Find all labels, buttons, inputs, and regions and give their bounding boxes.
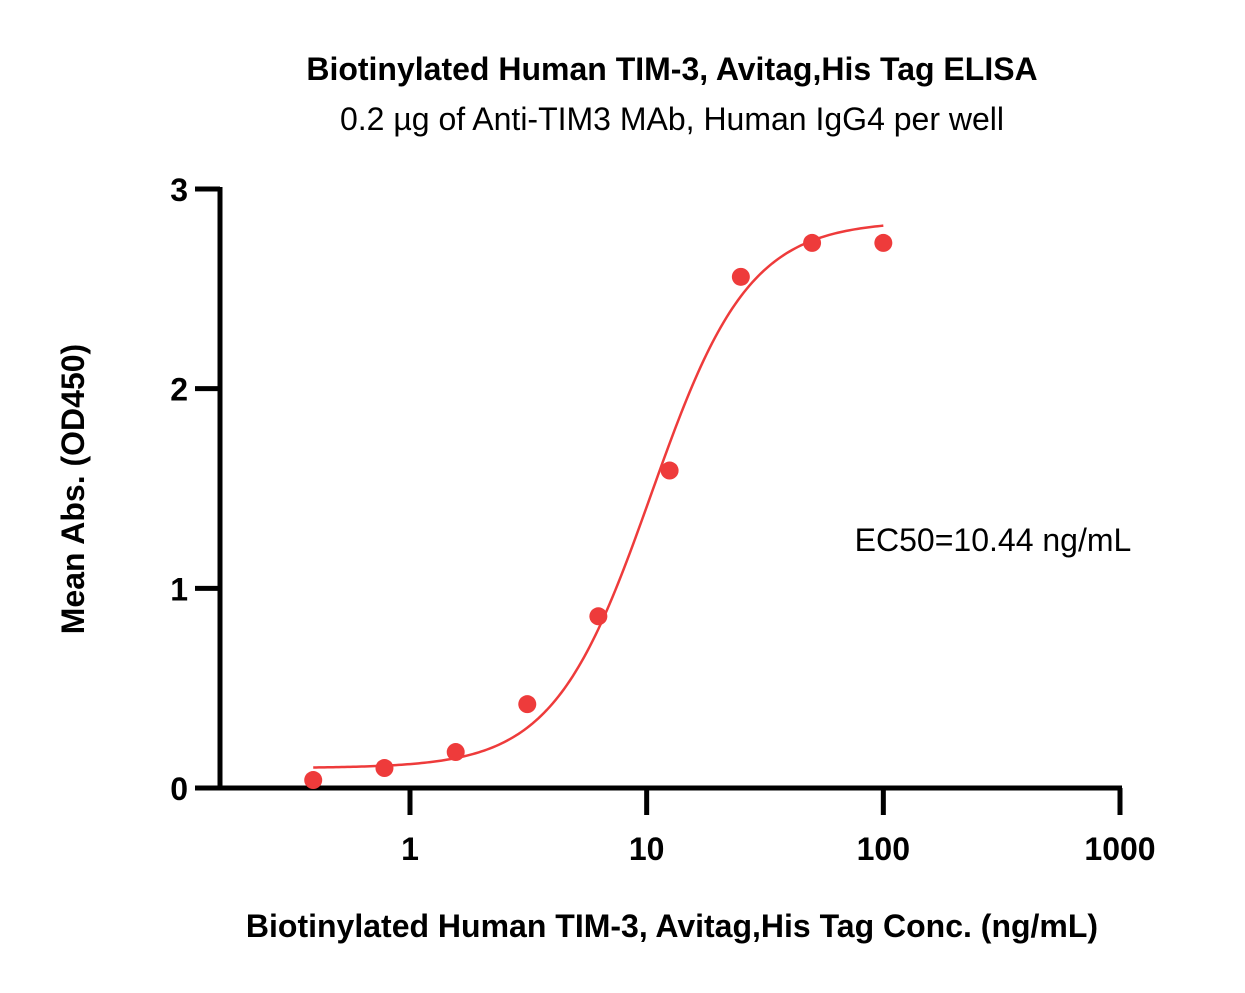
data-point bbox=[874, 233, 893, 252]
fit-layer bbox=[313, 224, 884, 769]
x-tick-label: 1000 bbox=[1084, 831, 1155, 867]
axes: 0 1 2 3 1 10 100 1000 bbox=[170, 172, 1155, 867]
chart-title: Biotinylated Human TIM-3, Avitag,His Tag… bbox=[306, 51, 1037, 87]
y-tick-label: 3 bbox=[170, 172, 188, 208]
x-tick-label: 10 bbox=[629, 831, 665, 867]
x-tick-label: 100 bbox=[857, 831, 910, 867]
x-axis-label: Biotinylated Human TIM-3, Avitag,His Tag… bbox=[246, 908, 1098, 944]
points-layer bbox=[304, 233, 893, 790]
y-tick-label: 2 bbox=[170, 372, 188, 408]
y-tick-label: 1 bbox=[170, 571, 188, 607]
data-point bbox=[589, 607, 608, 626]
ec50-annotation: EC50=10.44 ng/mL bbox=[855, 522, 1132, 558]
data-point bbox=[518, 695, 537, 714]
data-point bbox=[375, 759, 394, 778]
y-axis-label: Mean Abs. (OD450) bbox=[55, 344, 91, 634]
data-point bbox=[660, 461, 679, 480]
y-tick-label: 0 bbox=[170, 771, 188, 807]
data-point bbox=[731, 267, 750, 286]
data-point bbox=[803, 233, 822, 252]
x-tick-label: 1 bbox=[401, 831, 419, 867]
data-point bbox=[304, 771, 323, 790]
chart-subtitle: 0.2 µg of Anti-TIM3 MAb, Human IgG4 per … bbox=[340, 101, 1004, 137]
data-point bbox=[446, 743, 465, 762]
fit-curve bbox=[313, 224, 884, 769]
